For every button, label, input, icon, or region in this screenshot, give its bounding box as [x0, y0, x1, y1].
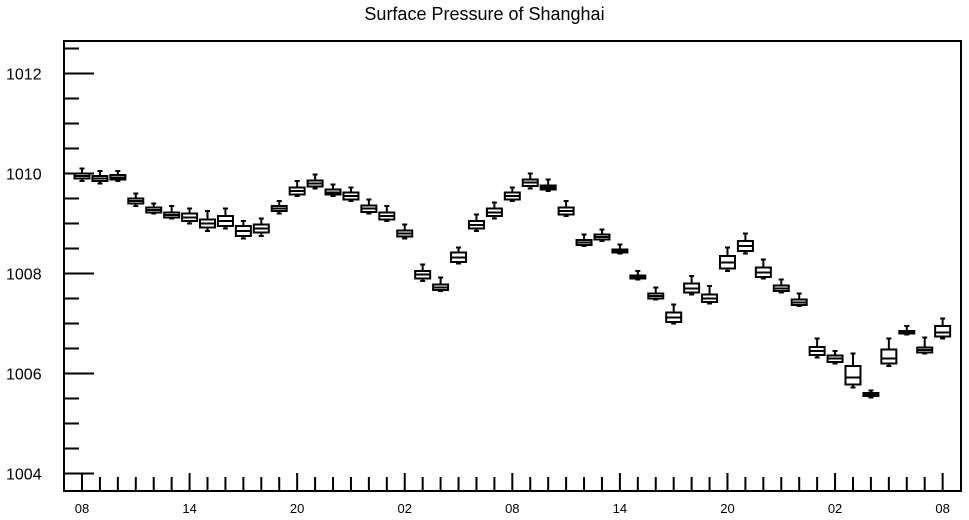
box-41	[808, 337, 826, 359]
box-25	[521, 172, 539, 190]
box-20	[432, 276, 450, 292]
box-28	[575, 233, 593, 247]
box-16	[360, 198, 378, 215]
box-18	[396, 223, 414, 240]
x-axis: 08 14 20 02 08 14 20 02 08	[75, 473, 950, 516]
box-8	[216, 207, 234, 230]
box-29	[593, 228, 611, 242]
box-31	[629, 270, 647, 281]
box-43	[844, 352, 862, 389]
chart-title: Surface Pressure of Shanghai	[364, 4, 605, 24]
box-17	[378, 205, 396, 222]
box-19	[414, 263, 432, 282]
box-9	[234, 220, 252, 240]
box-35	[701, 285, 719, 305]
box-27	[557, 200, 575, 217]
box-3	[127, 192, 145, 207]
box-11	[270, 200, 288, 215]
x-tick-label: 14	[182, 501, 196, 516]
box-34	[683, 275, 701, 296]
box-14	[324, 183, 342, 197]
box-38	[754, 258, 772, 280]
x-tick-label: 20	[290, 501, 304, 516]
box-15	[342, 186, 360, 202]
box-body	[844, 365, 862, 386]
x-tick-label: 02	[828, 501, 842, 516]
box-6	[181, 207, 199, 225]
x-tick-label: 14	[613, 501, 627, 516]
x-tick-label: 08	[75, 501, 89, 516]
y-tick-label: 1006	[6, 367, 42, 384]
box-0	[73, 167, 91, 182]
box-1	[91, 170, 109, 185]
box-22	[467, 213, 485, 232]
box-body	[934, 325, 952, 338]
box-36	[718, 246, 736, 272]
box-30	[611, 243, 629, 255]
y-tick-label: 1008	[6, 267, 42, 284]
box-24	[503, 186, 521, 202]
box-2	[109, 170, 127, 182]
y-tick-label: 1012	[6, 67, 42, 84]
x-tick-label: 08	[935, 501, 949, 516]
box-42	[826, 350, 844, 365]
box-12	[288, 180, 306, 197]
box-21	[450, 246, 468, 265]
box-44	[862, 389, 880, 399]
x-tick-label: 02	[398, 501, 412, 516]
box-46	[898, 325, 916, 336]
plot-frame	[63, 40, 962, 492]
x-tick-label: 20	[720, 501, 734, 516]
box-7	[199, 210, 217, 232]
box-33	[665, 303, 683, 325]
x-tick-label: 08	[505, 501, 519, 516]
box-5	[163, 205, 181, 220]
boxes-group	[73, 167, 952, 399]
box-10	[252, 217, 270, 237]
box-45	[880, 337, 898, 367]
box-23	[485, 201, 503, 220]
y-tick-label: 1004	[6, 467, 42, 484]
box-13	[306, 173, 324, 190]
box-48	[934, 317, 952, 340]
box-26	[539, 178, 557, 192]
y-tick-label: 1010	[6, 167, 42, 184]
box-4	[145, 202, 163, 215]
y-axis: 1004 1006 1008 1010 1012	[6, 47, 94, 484]
box-47	[916, 336, 934, 355]
box-body	[880, 348, 898, 365]
box-40	[790, 292, 808, 307]
box-37	[736, 232, 754, 255]
box-32	[647, 286, 665, 301]
box-39	[772, 278, 790, 294]
